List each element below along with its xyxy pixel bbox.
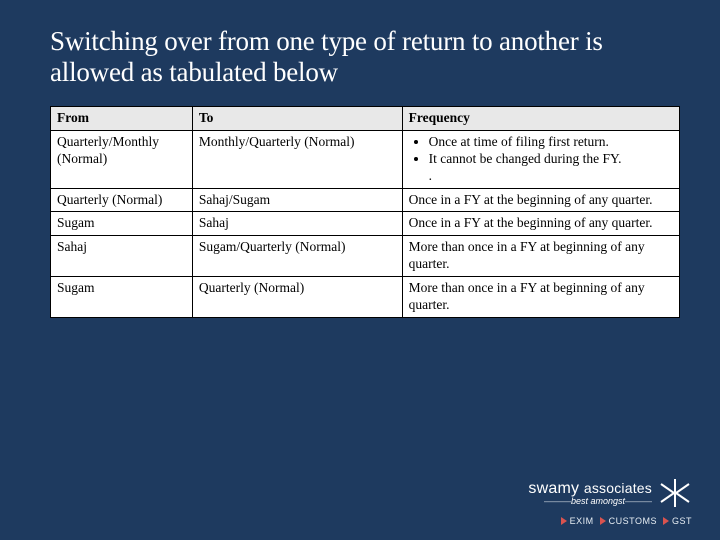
switch-table: From To Frequency Quarterly/Monthly (Nor…: [50, 106, 680, 318]
chevron-icon: [600, 517, 606, 525]
cell-frequency: Once in a FY at the beginning of any qua…: [402, 212, 679, 236]
bullet-item: It cannot be changed during the FY.: [429, 151, 673, 168]
tagline-suffix: ———: [625, 496, 652, 506]
brand-tagline: ———best amongst———: [528, 496, 652, 506]
chevron-icon: [663, 517, 669, 525]
table-header-row: From To Frequency: [51, 107, 680, 131]
table-row: Quarterly/Monthly (Normal) Monthly/Quart…: [51, 130, 680, 188]
tagline-emph: best amongst: [571, 496, 625, 506]
footer: swamy associates ———best amongst——— EXIM: [528, 476, 692, 526]
col-header-frequency: Frequency: [402, 107, 679, 131]
cell-frequency: More than once in a FY at beginning of a…: [402, 236, 679, 277]
bullet-item: Once at time of filing first return.: [429, 134, 673, 151]
cell-to: Sahaj/Sugam: [192, 188, 402, 212]
service-exim: EXIM: [561, 516, 594, 526]
brand-block: swamy associates ———best amongst———: [528, 476, 692, 510]
service-customs: CUSTOMS: [600, 516, 657, 526]
service-label: CUSTOMS: [609, 516, 657, 526]
slide-title: Switching over from one type of return t…: [50, 26, 680, 88]
cell-frequency: Once in a FY at the beginning of any qua…: [402, 188, 679, 212]
cell-to: Quarterly (Normal): [192, 277, 402, 318]
cell-from: Sugam: [51, 277, 193, 318]
table-row: Sugam Quarterly (Normal) More than once …: [51, 277, 680, 318]
table-row: Sugam Sahaj Once in a FY at the beginnin…: [51, 212, 680, 236]
service-row: EXIM CUSTOMS GST: [528, 516, 692, 526]
service-label: GST: [672, 516, 692, 526]
cell-from: Sahaj: [51, 236, 193, 277]
cell-frequency: Once at time of filing first return. It …: [402, 130, 679, 188]
cell-from: Quarterly/Monthly (Normal): [51, 130, 193, 188]
cell-from: Sugam: [51, 212, 193, 236]
brand-logo-icon: [658, 476, 692, 510]
chevron-icon: [561, 517, 567, 525]
cell-frequency: More than once in a FY at beginning of a…: [402, 277, 679, 318]
cell-from: Quarterly (Normal): [51, 188, 193, 212]
tagline-prefix: ———: [544, 496, 571, 506]
cell-to: Sahaj: [192, 212, 402, 236]
table-row: Sahaj Sugam/Quarterly (Normal) More than…: [51, 236, 680, 277]
slide: Switching over from one type of return t…: [0, 0, 720, 540]
brand-secondary: associates: [584, 480, 652, 496]
table-row: Quarterly (Normal) Sahaj/Sugam Once in a…: [51, 188, 680, 212]
frequency-trailing: .: [409, 168, 673, 185]
brand-text: swamy associates ———best amongst———: [528, 480, 652, 506]
cell-to: Sugam/Quarterly (Normal): [192, 236, 402, 277]
service-label: EXIM: [570, 516, 594, 526]
cell-to: Monthly/Quarterly (Normal): [192, 130, 402, 188]
service-gst: GST: [663, 516, 692, 526]
col-header-from: From: [51, 107, 193, 131]
frequency-bullets: Once at time of filing first return. It …: [409, 134, 673, 168]
table-body: Quarterly/Monthly (Normal) Monthly/Quart…: [51, 130, 680, 317]
col-header-to: To: [192, 107, 402, 131]
brand-primary: swamy: [528, 480, 579, 497]
